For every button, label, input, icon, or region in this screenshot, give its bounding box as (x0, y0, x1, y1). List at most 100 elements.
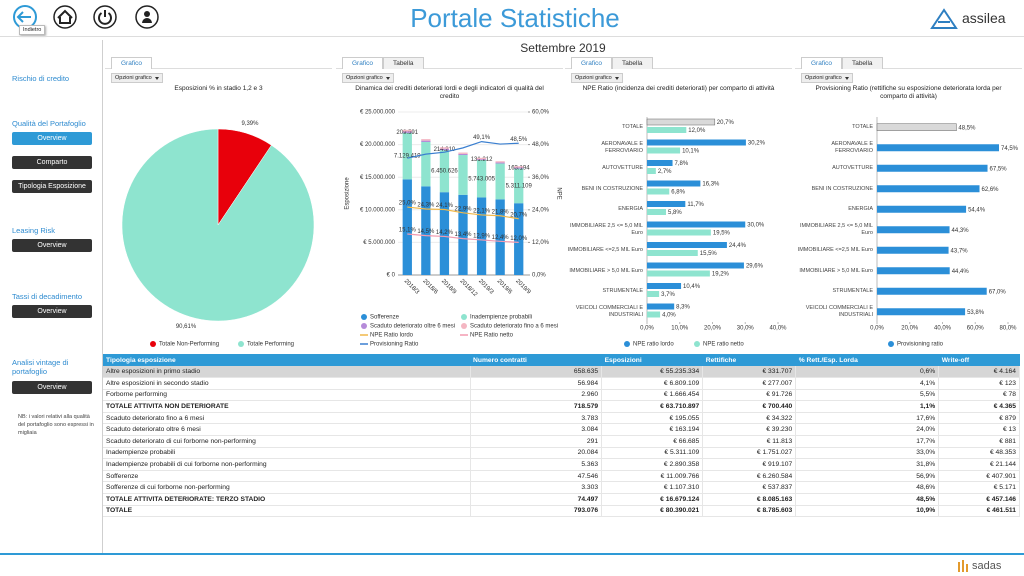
sidebar-divider (102, 40, 103, 554)
legend-marker (150, 341, 156, 347)
options-dropdown[interactable]: Opzioni grafico (111, 73, 163, 83)
table-cell: € 11.813 (702, 435, 797, 448)
bar (647, 139, 746, 146)
table-row[interactable]: TOTALE ATTIVITA NON DETERIORATE 718.579 € … (103, 400, 1020, 413)
bar (647, 283, 682, 289)
y2-axis-title: NPE (555, 187, 561, 199)
data-label: 15,1% (399, 228, 417, 234)
section-title[interactable]: Analisi vintage di portafoglio (12, 358, 69, 376)
back-button[interactable] (13, 5, 37, 29)
table-row[interactable]: Inadempienze probabili di cui forborne n… (103, 458, 1020, 471)
tab[interactable]: Tabella (611, 57, 653, 69)
tab[interactable]: Tabella (382, 57, 424, 69)
table-row[interactable]: Forborne performing 2.960 € 1.666.454 € 91.… (103, 389, 1020, 402)
bar (877, 205, 967, 213)
tab-bar: Grafico Tabella (801, 57, 883, 69)
tab[interactable]: Grafico (342, 57, 383, 69)
data-label: 24,3% (417, 203, 435, 209)
table-row[interactable]: TOTALE 793.076 € 80.390.021 € 8.785.603 10,9… (103, 505, 1020, 518)
category-label: ENERGIA (848, 206, 873, 212)
chart: 0,0% 10,0% 20,0% 30,0% 40,0% 20,7% 30,2% 7,8% 16… (624, 117, 787, 348)
data-label: 7.129.419 (394, 154, 421, 160)
column-header[interactable]: Tipologia esposizione (103, 354, 471, 366)
data-label: 62,6% (982, 187, 1000, 193)
legend-marker (361, 314, 367, 320)
table-row[interactable]: Scaduto deteriorato di cui forborne non-… (103, 435, 1020, 448)
section-title[interactable]: Qualità del Portafoglio (12, 119, 86, 128)
data-label: 13,4% (454, 232, 472, 238)
bar (647, 229, 711, 236)
nav-button[interactable]: Overview (12, 381, 92, 394)
table-row[interactable]: TOTALE ATTIVITA DETERIORATE: TERZO STADI… (103, 493, 1020, 506)
table-cell: € 5.171 (938, 481, 1020, 495)
bar (647, 180, 701, 187)
bar (647, 311, 661, 318)
column-header[interactable]: Numero contratti (470, 354, 602, 366)
tab-bar: Grafico (111, 57, 152, 69)
table-row[interactable]: Sofferenze 47.546 € 11.009.766 € 6.260.584 5… (103, 470, 1020, 483)
line-series (407, 233, 519, 243)
column-header[interactable]: Write-off (938, 354, 1020, 366)
nav-button[interactable]: Overview (12, 239, 92, 252)
table-cell: € 123 (938, 377, 1020, 390)
bar-segment (421, 140, 431, 142)
y-tick-label: € 10.000.000 (360, 207, 396, 213)
section-title[interactable]: Tassi di decadimento (12, 292, 83, 301)
tab[interactable]: Grafico (801, 57, 842, 69)
data-label: 20,7% (717, 120, 735, 126)
table-row[interactable]: Altre esposizioni in primo stadio 658.635… (103, 366, 1020, 379)
dropdown-caret (844, 77, 849, 80)
nav-button[interactable]: Overview (12, 305, 92, 318)
tab[interactable]: Grafico (571, 57, 612, 69)
table-row[interactable]: Scaduto deteriorato fino a 6 mesi 3.783 € … (103, 412, 1020, 425)
chart: 9,39% 90,61% Totale Non-Performing Totale P… (121, 121, 315, 348)
category-label: IMMOBILIARE 2,5 <= 5,0 MIL Euro (569, 223, 643, 236)
options-dropdown[interactable]: Opzioni grafico (801, 73, 853, 83)
table-cell: 17,7% (795, 435, 940, 448)
x-tick-label: 0,0% (870, 326, 884, 332)
column-header[interactable]: Esposizioni (601, 354, 703, 366)
table-row[interactable]: Scaduto deteriorato oltre 6 mesi 3.084 € 1… (103, 423, 1020, 437)
bar (876, 123, 957, 131)
legend-label: Totale Non-Performing (159, 342, 219, 348)
user-button[interactable] (135, 5, 159, 29)
footer-divider (0, 553, 1024, 555)
table-row[interactable]: Inadempienze probabili 20.084 € 5.311.109 €… (103, 447, 1020, 460)
table-cell: € 2.890.358 (601, 458, 704, 471)
data-label: 19,5% (713, 231, 731, 237)
table-cell: € 4.164 (938, 366, 1020, 379)
category-label: ENERGIA (618, 206, 643, 212)
table-row[interactable]: Sofferenze di cui forborne non-performin… (103, 481, 1020, 495)
table-cell: 17,6% (795, 412, 940, 425)
tab[interactable]: Tabella (841, 57, 883, 69)
table-cell: € 66.685 (601, 435, 704, 448)
options-dropdown[interactable]: Opzioni grafico (342, 73, 394, 83)
bar (877, 246, 949, 254)
y-tick-label: € 15.000.000 (360, 175, 396, 181)
bar-segment (421, 139, 431, 141)
section-title[interactable]: Rischio di credito (12, 74, 70, 83)
column-header[interactable]: Rettifiche (702, 354, 796, 366)
column-header[interactable]: % Rett./Esp. Lorda (795, 354, 939, 366)
nav-button[interactable]: Tipologia Esposizione (12, 180, 92, 193)
tooltip: Indietro (19, 25, 46, 35)
chart-panel: € 0 € 5.000.000 € 10.000.000 € 15.000.000 € … (336, 55, 563, 353)
chart-panel: 9,39% 90,61% Totale Non-Performing Totale P… (105, 55, 332, 353)
table-cell: € 21.144 (938, 458, 1020, 471)
nav-button[interactable]: Comparto (12, 156, 92, 169)
table-cell: € 16.679.124 (601, 493, 704, 506)
data-label: 14,5% (417, 229, 435, 235)
section-title[interactable]: Leasing Risk (12, 226, 55, 235)
options-dropdown[interactable]: Opzioni grafico (571, 73, 623, 83)
tab[interactable]: Grafico (111, 57, 152, 69)
header-row: Tipologia esposizione Numero contratti Esp… (103, 354, 1020, 366)
bar-segment (458, 152, 468, 154)
bar-segment (458, 194, 468, 275)
table-row[interactable]: Altre esposizioni in secondo stadio 56.98… (103, 377, 1020, 390)
bar (647, 147, 681, 154)
table-cell: 48,5% (795, 493, 940, 506)
home-button[interactable] (53, 5, 77, 29)
nav-button[interactable]: Overview (12, 132, 92, 145)
bar-segment (402, 179, 412, 275)
power-button[interactable] (93, 5, 117, 29)
